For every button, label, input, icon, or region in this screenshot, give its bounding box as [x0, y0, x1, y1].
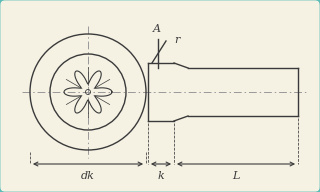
Text: r: r — [174, 35, 180, 45]
Text: L: L — [232, 171, 240, 181]
Text: dk: dk — [81, 171, 95, 181]
Text: A: A — [153, 24, 161, 34]
Text: k: k — [158, 171, 164, 181]
